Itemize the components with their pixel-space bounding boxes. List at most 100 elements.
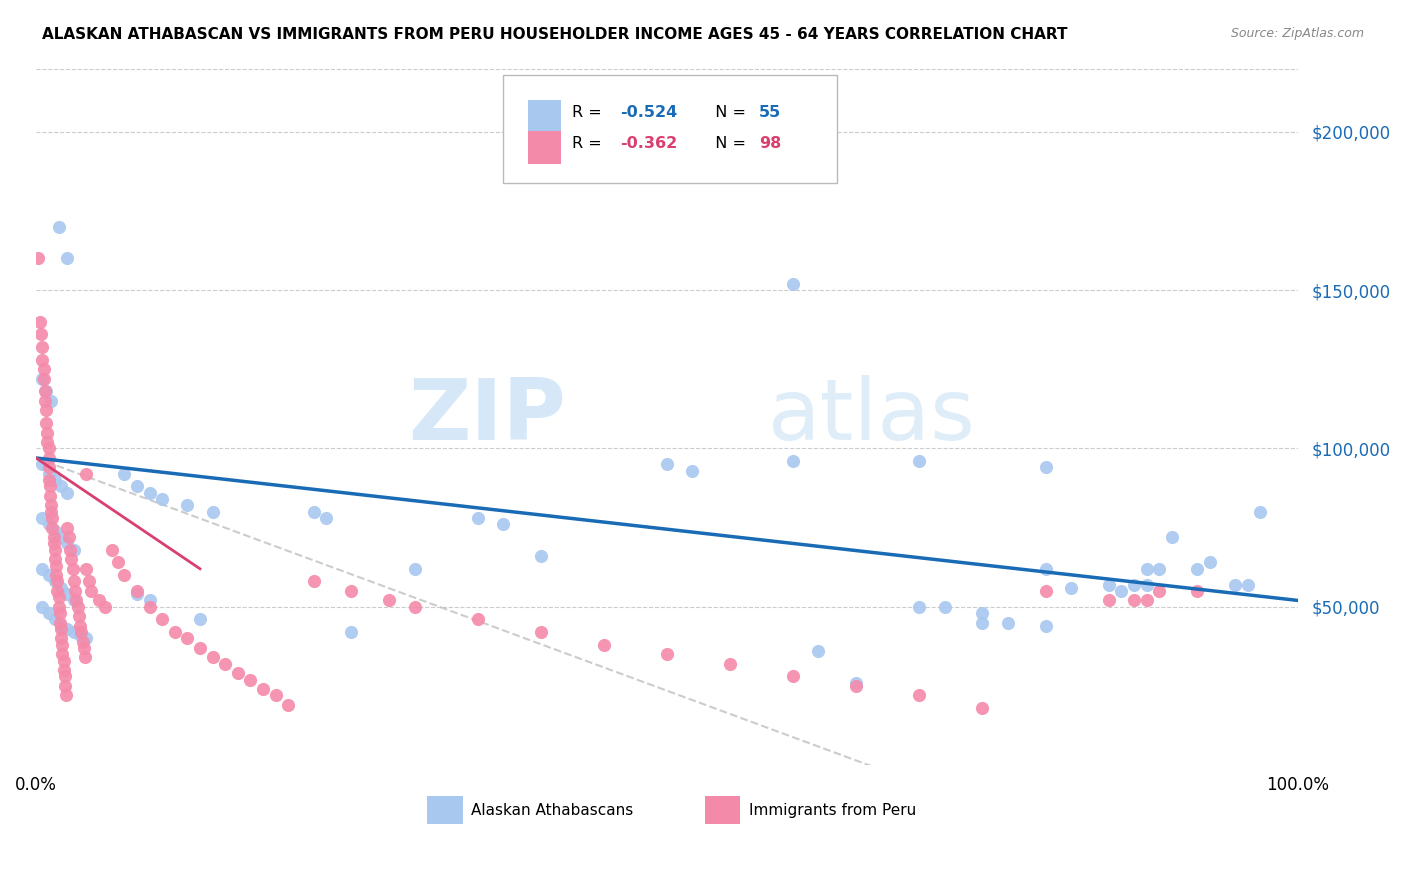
Point	[37, 435, 59, 450]
Point	[125, 584, 148, 599]
Point	[73, 640, 96, 655]
Point	[62, 593, 84, 607]
Point	[1135, 562, 1157, 576]
Point	[592, 638, 614, 652]
Point	[44, 473, 66, 487]
Text: Immigrants from Peru: Immigrants from Peru	[749, 803, 917, 818]
Point	[51, 479, 73, 493]
Point	[46, 584, 69, 599]
FancyBboxPatch shape	[427, 797, 463, 824]
Point	[530, 549, 553, 563]
Point	[112, 467, 135, 481]
Point	[1111, 584, 1133, 599]
Point	[138, 485, 160, 500]
Point	[1185, 562, 1208, 576]
Point	[1035, 584, 1057, 599]
Point	[1198, 556, 1220, 570]
Point	[77, 574, 100, 589]
Point	[188, 640, 211, 655]
Point	[845, 679, 868, 693]
Point	[80, 584, 103, 599]
Text: ZIP: ZIP	[408, 376, 567, 458]
Point	[150, 612, 173, 626]
Point	[52, 663, 75, 677]
Point	[378, 593, 401, 607]
Point	[39, 505, 62, 519]
Point	[38, 467, 60, 481]
Point	[46, 574, 69, 589]
Point	[340, 625, 363, 640]
Point	[51, 622, 73, 636]
Point	[1223, 577, 1246, 591]
Point	[845, 675, 868, 690]
Point	[66, 599, 89, 614]
Point	[48, 599, 70, 614]
Point	[38, 473, 60, 487]
Point	[38, 450, 60, 465]
Point	[38, 479, 60, 493]
Point	[56, 485, 79, 500]
Point	[807, 644, 830, 658]
Point	[34, 384, 56, 399]
Point	[112, 568, 135, 582]
Point	[30, 327, 52, 342]
Point	[39, 394, 62, 409]
Point	[264, 689, 287, 703]
Text: -0.524: -0.524	[620, 105, 678, 120]
Point	[150, 492, 173, 507]
Point	[44, 552, 66, 566]
Point	[45, 568, 67, 582]
Text: Alaskan Athabascans: Alaskan Athabascans	[471, 803, 634, 818]
Point	[53, 679, 76, 693]
Point	[49, 615, 72, 630]
Point	[163, 625, 186, 640]
Point	[908, 599, 931, 614]
Text: -0.362: -0.362	[620, 136, 678, 151]
Point	[34, 394, 56, 409]
Point	[56, 536, 79, 550]
Point	[63, 584, 86, 599]
Point	[62, 574, 84, 589]
Point	[1122, 593, 1144, 607]
Point	[31, 340, 53, 354]
Point	[1135, 577, 1157, 591]
Text: R =: R =	[572, 105, 607, 120]
Point	[1249, 505, 1271, 519]
Point	[38, 442, 60, 456]
Point	[226, 666, 249, 681]
Point	[41, 521, 63, 535]
Point	[75, 632, 97, 646]
Point	[125, 587, 148, 601]
Point	[681, 464, 703, 478]
Point	[48, 591, 70, 605]
Point	[44, 612, 66, 626]
Point	[75, 562, 97, 576]
Point	[782, 669, 804, 683]
Point	[38, 489, 60, 503]
Point	[35, 384, 58, 399]
Point	[87, 593, 110, 607]
Point	[214, 657, 236, 671]
Point	[59, 542, 82, 557]
FancyBboxPatch shape	[704, 797, 740, 824]
Point	[38, 606, 60, 620]
Point	[1098, 577, 1121, 591]
Point	[31, 352, 53, 367]
Point	[56, 622, 79, 636]
Point	[404, 599, 426, 614]
Point	[28, 315, 51, 329]
Point	[45, 558, 67, 573]
Text: 98: 98	[759, 136, 782, 151]
Point	[52, 654, 75, 668]
Point	[75, 650, 97, 665]
Point	[107, 556, 129, 570]
Text: ALASKAN ATHABASCAN VS IMMIGRANTS FROM PERU HOUSEHOLDER INCOME AGES 45 - 64 YEARS: ALASKAN ATHABASCAN VS IMMIGRANTS FROM PE…	[42, 27, 1067, 42]
Point	[32, 372, 55, 386]
Point	[1236, 577, 1258, 591]
Point	[65, 593, 87, 607]
Point	[42, 530, 65, 544]
FancyBboxPatch shape	[503, 76, 838, 184]
Text: N =: N =	[704, 105, 751, 120]
Point	[72, 634, 94, 648]
Point	[302, 505, 325, 519]
